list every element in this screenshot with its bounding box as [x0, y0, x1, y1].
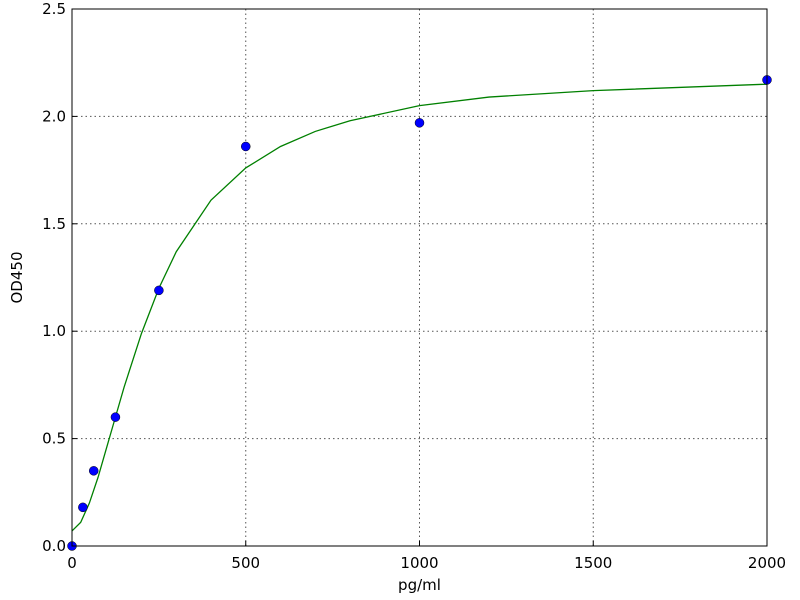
x-tick-label: 1000 — [400, 554, 438, 572]
y-tick-label: 1.5 — [42, 215, 66, 233]
grid — [71, 8, 768, 547]
x-tick-label: 2000 — [748, 554, 786, 572]
fit-curve — [71, 83, 768, 532]
data-point — [110, 412, 121, 422]
data-point — [414, 118, 425, 128]
y-tick-label: 2.5 — [42, 0, 66, 18]
data-point — [154, 285, 164, 296]
x-tick-label: 1500 — [574, 554, 612, 572]
plot-area — [67, 75, 772, 551]
x-axis-label: pg/ml — [398, 576, 441, 594]
tick-labels: 0 500 1000 1500 2000 0.0 0.5 1.0 1.5 2.0 2.5 — [42, 0, 786, 572]
y-tick-label: 0.5 — [42, 430, 66, 448]
plot-frame — [71, 8, 768, 547]
data-point — [78, 502, 88, 513]
x-tick-label: 500 — [231, 554, 260, 572]
y-tick-label: 2.0 — [42, 107, 66, 125]
data-point — [88, 466, 99, 476]
x-tick-label: 0 — [67, 554, 77, 572]
y-tick-label: 0.0 — [42, 537, 66, 555]
y-axis-label: OD450 — [8, 252, 26, 304]
data-point — [241, 141, 251, 152]
y-tick-label: 1.0 — [42, 322, 66, 340]
